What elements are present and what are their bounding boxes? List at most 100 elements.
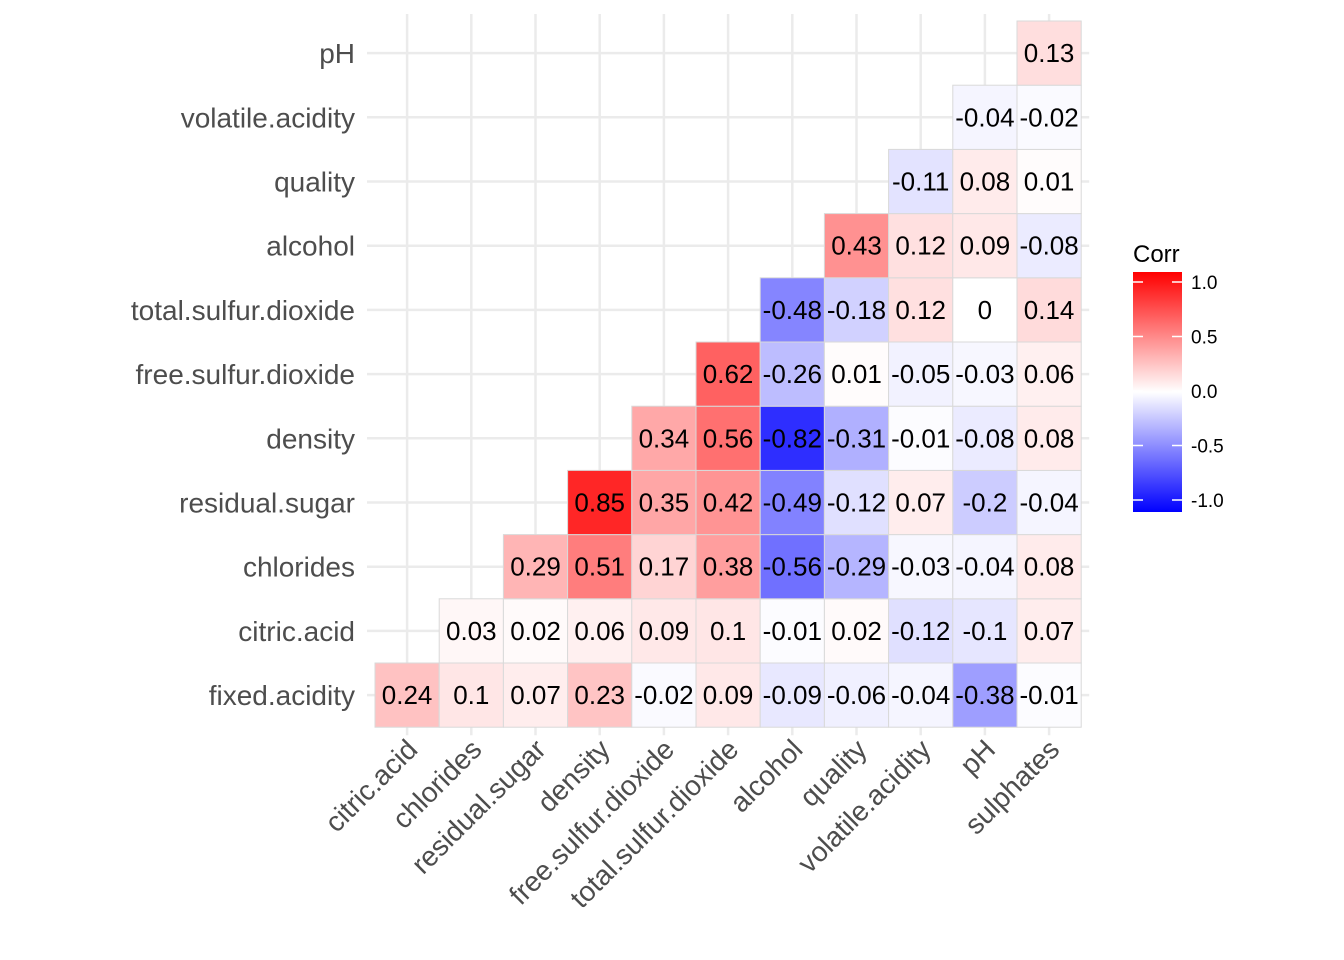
cell-value-label: -0.08 <box>955 423 1014 453</box>
x-tick-label: alcohol <box>724 734 809 819</box>
y-tick-label: fixed.acidity <box>209 680 355 711</box>
cell-value-label: 0.08 <box>1024 552 1075 582</box>
cell-value-label: 0.12 <box>895 295 946 325</box>
heatmap-cell <box>695 662 761 728</box>
cell-value-label: 0.35 <box>639 488 690 518</box>
heatmap-cell <box>1016 20 1082 86</box>
cell-value-label: 0.09 <box>703 680 754 710</box>
heatmap-cell <box>567 598 633 664</box>
heatmap-cell <box>567 534 633 600</box>
cell-value-label: -0.04 <box>1019 488 1078 518</box>
heatmap-cell <box>952 341 1018 407</box>
heatmap-cell <box>1016 341 1082 407</box>
cell-value-label: -0.31 <box>827 423 886 453</box>
heatmap-cell <box>759 534 825 600</box>
heatmap-cell <box>952 405 1018 471</box>
heatmap-cell <box>823 469 890 536</box>
cell-value-label: 0.12 <box>895 231 946 261</box>
cell-value-label: 0.43 <box>831 231 882 261</box>
heatmap-cell <box>1016 534 1082 600</box>
cell-value-label: 0.09 <box>639 616 690 646</box>
y-tick-label: citric.acid <box>238 616 355 647</box>
heatmap-cell <box>631 662 697 728</box>
x-axis-labels: citric.acidchloridesresidual.sugardensit… <box>319 734 1065 914</box>
cell-value-label: 0.08 <box>960 167 1011 197</box>
legend-tick-label: 0.5 <box>1191 328 1217 349</box>
legend-colorbar <box>1133 272 1182 512</box>
y-tick-label: quality <box>274 167 355 198</box>
legend-tick-label: 0.0 <box>1191 382 1217 403</box>
legend-ticks: 1.0 0.5 0.0 -0.5 -1.0 <box>1133 273 1224 512</box>
cell-value-label: -0.12 <box>891 616 950 646</box>
heatmap-cell <box>695 534 761 600</box>
cell-value-label: -0.04 <box>891 680 950 710</box>
heatmap-cells: 0.24 0.1 0.07 0.23 -0.02 0.09 -0.09 -0.06 -0.04-… <box>374 20 1082 728</box>
heatmap-cell <box>1016 662 1082 728</box>
cell-value-label: 0.1 <box>710 616 746 646</box>
cell-value-label: -0.04 <box>955 102 1014 132</box>
cell-value-label: -0.05 <box>891 359 950 389</box>
cell-value-label: -0.2 <box>962 488 1007 518</box>
heatmap-cell <box>759 662 825 728</box>
cell-value-label: 0.02 <box>510 616 561 646</box>
cell-value-label: 0.02 <box>831 616 882 646</box>
cell-value-label: -0.18 <box>827 295 886 325</box>
cell-value-label: 0.01 <box>831 359 882 389</box>
cell-value-label: 0.06 <box>1024 359 1075 389</box>
heatmap-cell <box>1016 469 1082 536</box>
legend: Corr 1.0 0.5 0.0 -0.5 -1.0 <box>1133 241 1224 512</box>
cell-value-label: 0 <box>978 295 992 325</box>
heatmap-cell <box>759 277 825 343</box>
legend-tick-label: -0.5 <box>1191 437 1224 458</box>
cell-value-label: -0.38 <box>955 680 1014 710</box>
legend-tick-label: -1.0 <box>1191 491 1224 512</box>
cell-value-label: -0.56 <box>763 552 822 582</box>
heatmap-cell <box>502 662 569 728</box>
cell-value-label: 0.23 <box>574 680 625 710</box>
cell-value-label: -0.08 <box>1019 231 1078 261</box>
heatmap-cell <box>952 84 1018 150</box>
cell-value-label: -0.1 <box>962 616 1007 646</box>
y-tick-label: chlorides <box>243 552 355 583</box>
cell-value-label: -0.02 <box>1019 102 1078 132</box>
cell-value-label: 0.42 <box>703 488 754 518</box>
heatmap-cell <box>631 405 697 471</box>
cell-value-label: 0.85 <box>574 488 625 518</box>
cell-value-label: 0.38 <box>703 552 754 582</box>
cell-value-label: 0.01 <box>1024 167 1075 197</box>
heatmap-cell <box>695 598 761 664</box>
y-tick-label: free.sulfur.dioxide <box>136 359 355 390</box>
heatmap-cell <box>502 534 569 600</box>
cell-value-label: -0.48 <box>763 295 822 325</box>
heatmap-cell <box>1016 277 1082 343</box>
cell-value-label: -0.26 <box>763 359 822 389</box>
heatmap-cell <box>823 341 890 407</box>
heatmap-cell <box>952 213 1018 279</box>
heatmap-cell <box>823 405 890 471</box>
cell-value-label: 0.03 <box>446 616 497 646</box>
cell-value-label: 0.24 <box>382 680 433 710</box>
cell-value-label: 0.34 <box>639 423 690 453</box>
y-tick-label: volatile.acidity <box>181 102 355 133</box>
cell-value-label: -0.11 <box>892 167 949 197</box>
heatmap-cell <box>567 469 633 536</box>
heatmap-cell <box>695 341 761 407</box>
x-tick-label: pH <box>954 734 1001 781</box>
y-tick-label: alcohol <box>266 231 355 262</box>
cell-value-label: 0.29 <box>510 552 561 582</box>
cell-value-label: -0.03 <box>955 359 1014 389</box>
heatmap-cell <box>952 534 1018 600</box>
y-tick-label: total.sulfur.dioxide <box>131 295 355 326</box>
y-tick-label: pH <box>319 38 355 69</box>
cell-value-label: 0.06 <box>574 616 625 646</box>
cell-value-label: -0.29 <box>827 552 886 582</box>
cell-value-label: 0.1 <box>453 680 489 710</box>
cell-value-label: -0.01 <box>1019 680 1078 710</box>
heatmap-cell <box>438 662 504 728</box>
cell-value-label: -0.82 <box>763 423 822 453</box>
cell-value-label: -0.06 <box>827 680 886 710</box>
heatmap-cell <box>888 598 954 664</box>
legend-tick-label: 1.0 <box>1191 273 1217 294</box>
legend-title: Corr <box>1133 241 1180 268</box>
